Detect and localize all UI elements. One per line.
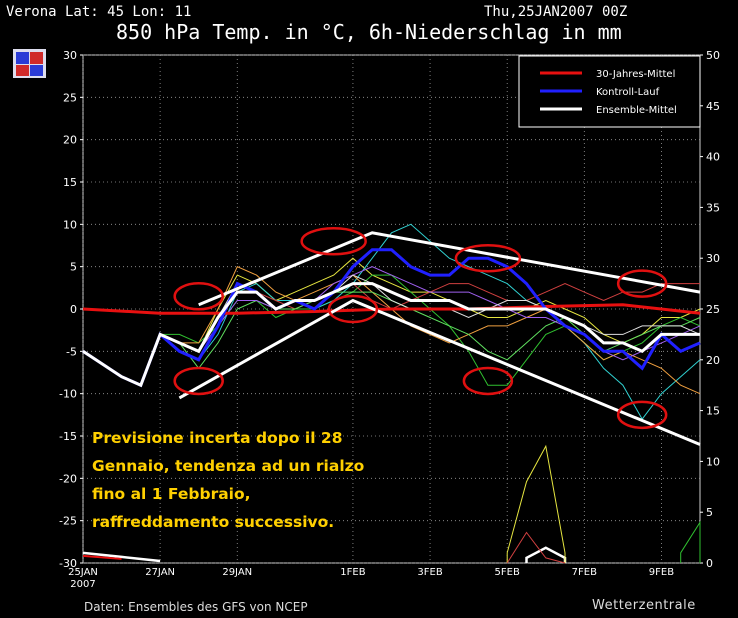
x-tick-label: 3FEB: [417, 567, 442, 578]
series-30-jahres-mittel: [82, 303, 701, 315]
x-tick-label: 25JAN: [68, 567, 98, 578]
y-tick-label-left: -20: [59, 472, 77, 485]
data-source: Daten: Ensembles des GFS von NCEP: [84, 600, 308, 614]
main-series: [82, 248, 701, 388]
trend-line: [198, 231, 701, 307]
y-tick-label-left: 15: [63, 176, 77, 189]
annotation-line: raffreddamento successivo.: [92, 513, 334, 531]
ensemble-members: [82, 223, 701, 421]
legend-label: Ensemble-Mittel: [596, 105, 677, 116]
y-tick-label-right: 20: [706, 354, 720, 367]
x-tick-label: 27JAN: [145, 567, 175, 578]
y-axis-left: 30 25 20 15 10 5 0 -5 -10 -15 -20 -25 -30: [59, 49, 83, 570]
legend-label: Kontroll-Lauf: [596, 87, 660, 98]
series-ensemble-mittel: [82, 282, 700, 388]
ensemble-member-line: [82, 257, 701, 386]
y-tick-label-right: 10: [706, 455, 720, 468]
y-tick-label-left: -30: [59, 557, 77, 570]
y-tick-label-right: 15: [706, 405, 720, 418]
y-tick-label-left: 5: [70, 261, 77, 274]
x-tick-label: 9FEB: [649, 567, 674, 578]
precipitation-series: [82, 444, 701, 564]
annotation-line: Previsione incerta dopo il 28: [92, 429, 343, 447]
precip-line: [506, 531, 566, 564]
chart-title: 850 hPa Temp. in °C, 6h-Niederschlag in …: [116, 20, 622, 44]
precip-line: [680, 520, 701, 563]
y-tick-label-left: -10: [59, 388, 77, 401]
y-tick-label-left: 20: [63, 134, 77, 147]
markup-overlay: [173, 227, 701, 446]
location-label: Verona Lat: 45 Lon: 11: [6, 4, 192, 20]
y-tick-label-left: 25: [63, 91, 77, 104]
annotation-line: Gennaio, tendenza ad un rialzo: [92, 457, 364, 475]
y-tick-label-right: 5: [706, 506, 713, 519]
y-tick-label-right: 35: [706, 201, 720, 214]
run-date: Thu,25JAN2007 00Z: [484, 4, 628, 20]
x-tick-label: 29JAN: [222, 567, 252, 578]
precip-line: [525, 546, 567, 563]
y-tick-label-left: 10: [63, 218, 77, 231]
ensemble-member-line: [82, 266, 701, 395]
y-tick-label-right: 40: [706, 151, 720, 164]
x-tick-label: 1FEB: [340, 567, 365, 578]
y-tick-label-left: -25: [59, 515, 77, 528]
annotation-line: fino al 1 Febbraio,: [92, 485, 251, 503]
x-tick-label: 5FEB: [495, 567, 520, 578]
y-tick-label-left: 30: [63, 49, 77, 62]
precip-early-line-2: [82, 554, 122, 560]
highlight-ellipse: [300, 227, 367, 256]
y-tick-label-right: 0: [706, 557, 713, 570]
trend-line: [178, 298, 701, 446]
annotation-text: Previsione incerta dopo il 28 Gennaio, te…: [92, 429, 364, 531]
x-tick-label: 7FEB: [572, 567, 597, 578]
series-kontroll-lauf: [82, 248, 701, 388]
y-tick-label-right: 25: [706, 303, 720, 316]
y-tick-label-right: 30: [706, 252, 720, 265]
highlight-ellipse: [462, 366, 514, 396]
y-tick-label-left: -5: [66, 345, 77, 358]
y-tick-label-left: -15: [59, 430, 77, 443]
ensemble-member-line: [82, 223, 701, 421]
legend-label: 30-Jahres-Mittel: [596, 69, 675, 80]
highlight-ellipse: [454, 243, 522, 273]
wetterzentrale-logo: [13, 49, 46, 78]
precip-line: [506, 444, 566, 563]
y-tick-label-right: 50: [706, 49, 720, 62]
y-tick-label-left: 0: [70, 303, 77, 316]
highlight-ellipse: [616, 269, 668, 298]
brand-label: Wetterzentrale: [592, 598, 696, 613]
highlight-ellipse: [327, 294, 379, 324]
ensemble-member-line: [82, 266, 701, 386]
highlight-ellipse: [616, 400, 668, 430]
highlight-ellipse: [173, 366, 224, 396]
y-tick-label-right: 45: [706, 100, 720, 113]
x-axis: 25JAN 27JAN 29JAN 1FEB 3FEB 5FEB 7FEB 9FEB 2007: [68, 567, 674, 590]
precip-early-line: [82, 551, 161, 563]
x-year-label: 2007: [70, 579, 95, 590]
legend: 30-Jahres-Mittel Kontroll-Lauf Ensemble-Mi…: [518, 55, 701, 128]
highlight-ellipse: [173, 282, 224, 311]
grid: [82, 54, 700, 564]
